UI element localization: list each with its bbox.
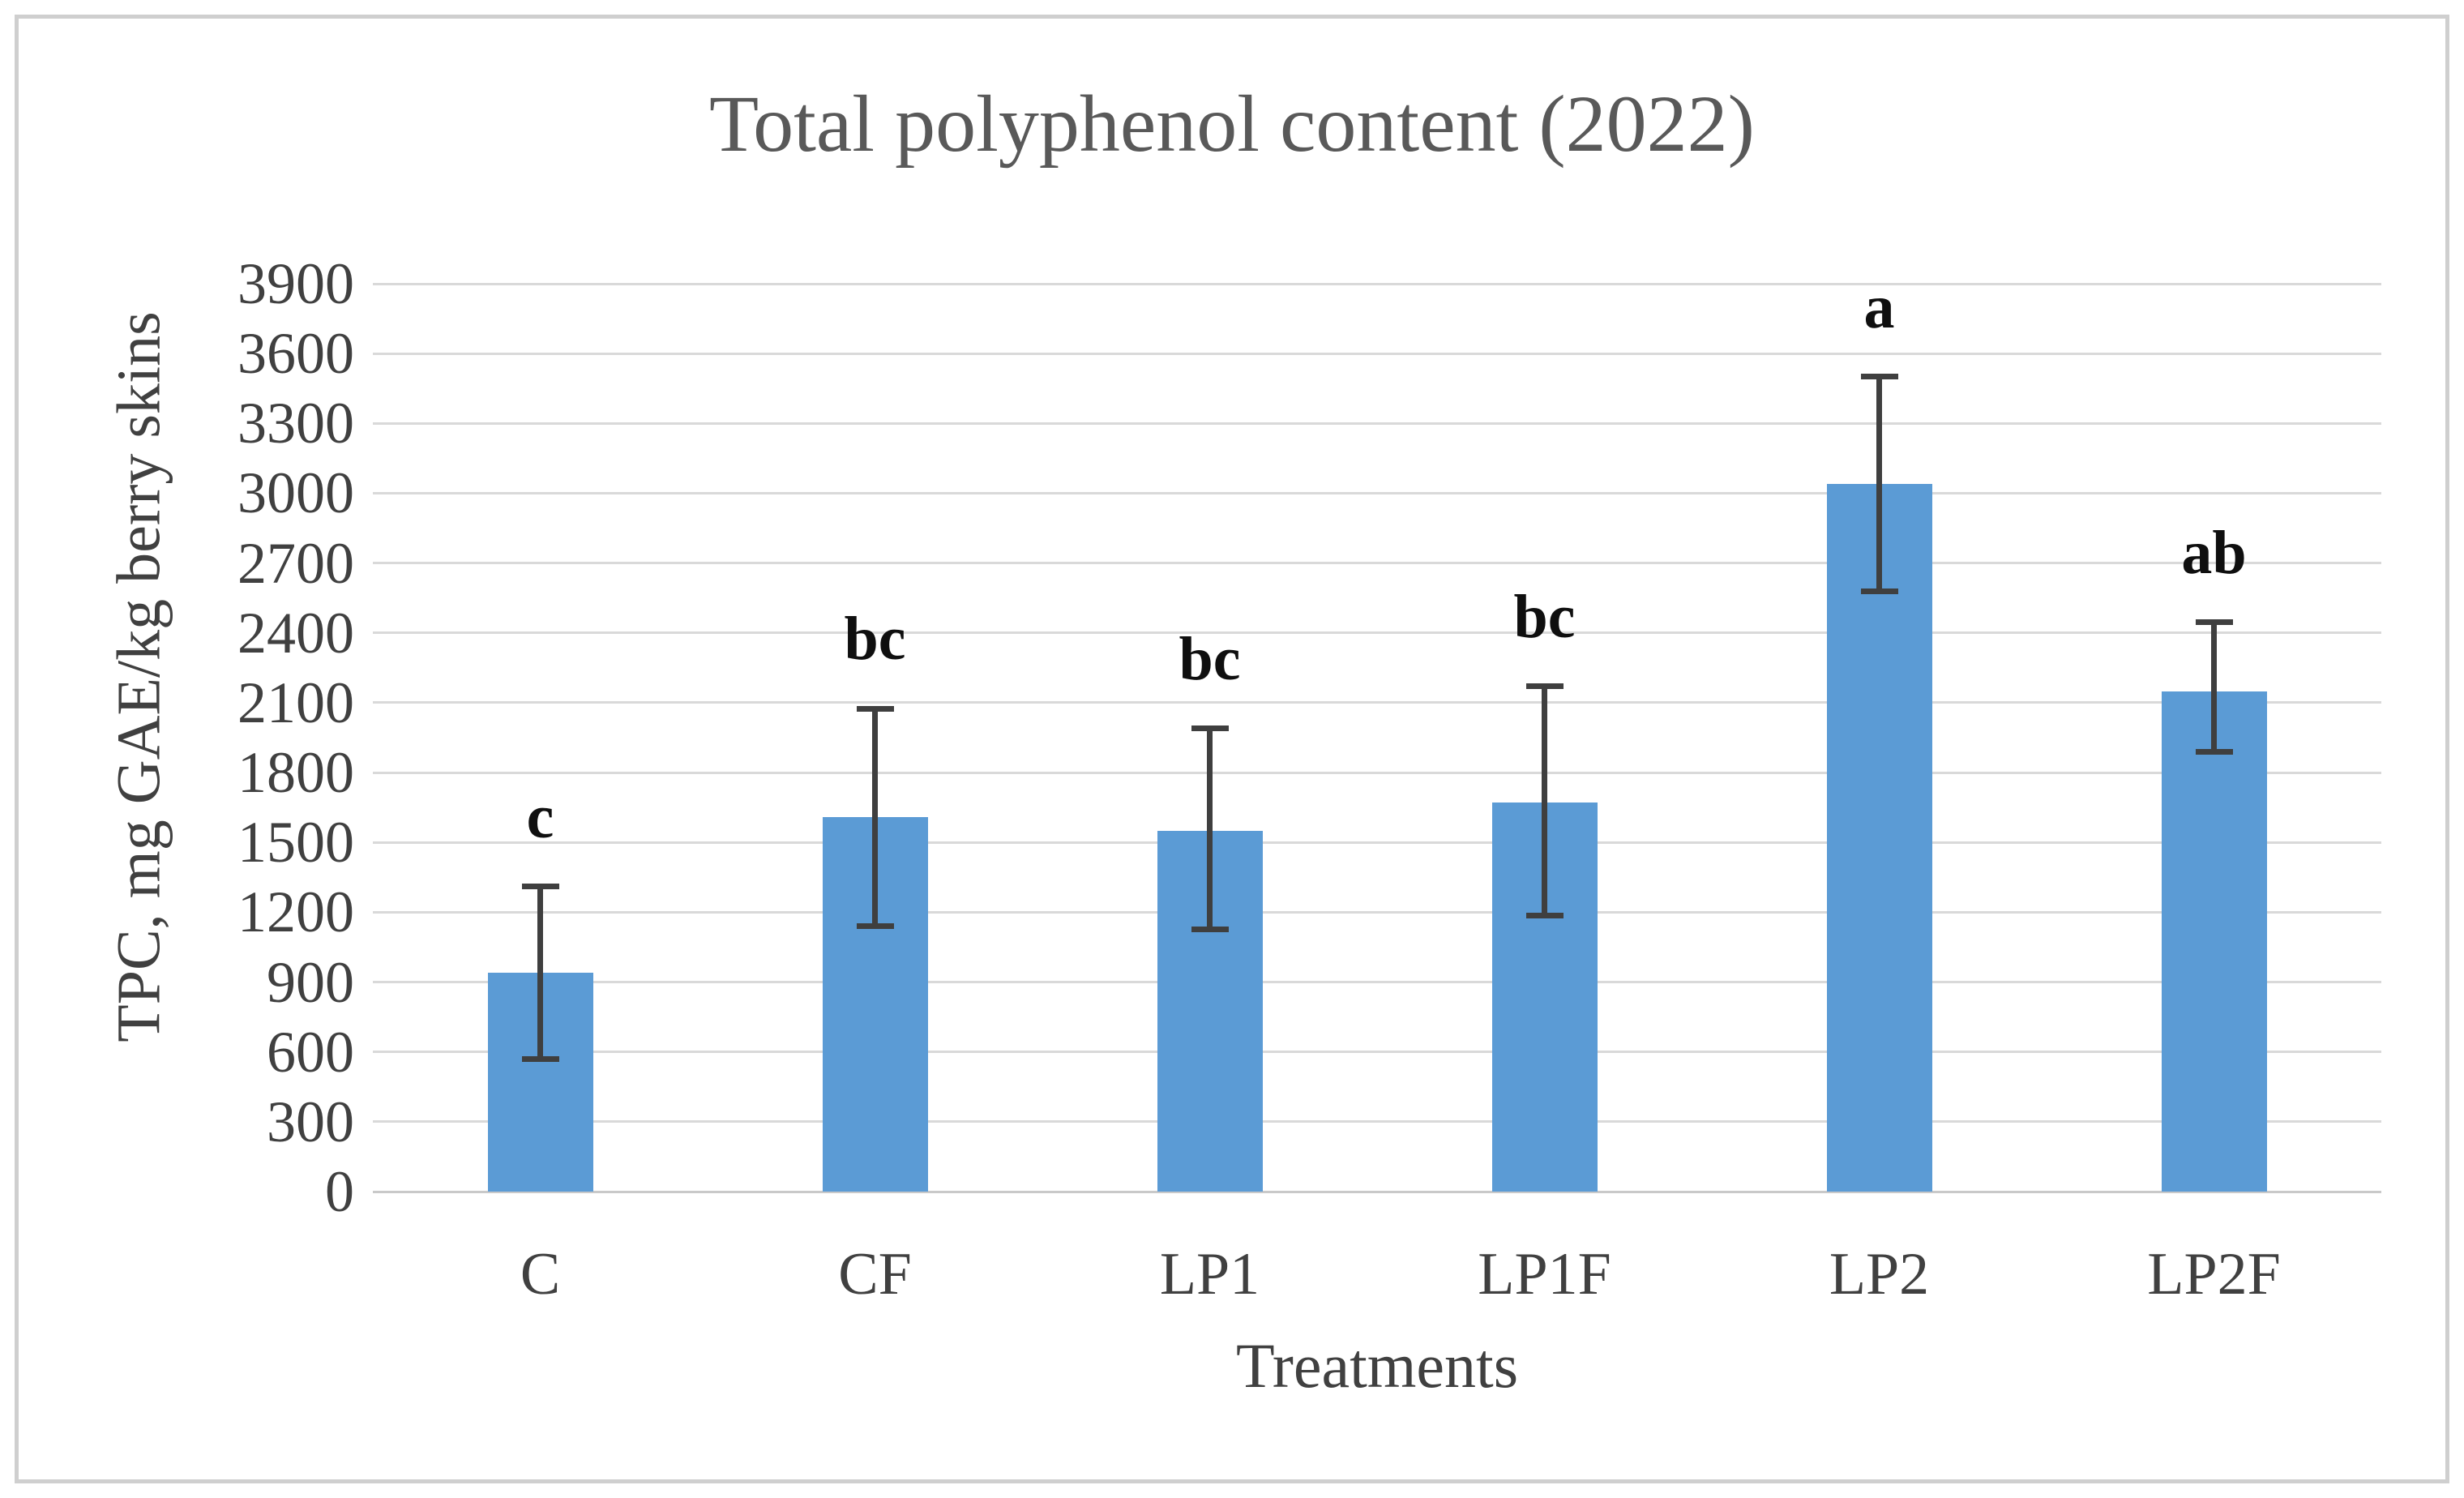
y-tick-label: 900 — [267, 949, 354, 1015]
gridline — [373, 910, 2381, 914]
chart-title: Total polyphenol content (2022) — [709, 79, 1755, 169]
error-bar-cap-top-LP1 — [1191, 725, 1229, 731]
y-tick-label: 600 — [267, 1019, 354, 1085]
y-tick-label: 1800 — [237, 740, 354, 806]
y-tick-label: 3900 — [237, 251, 354, 316]
gridline — [373, 701, 2381, 704]
y-tick-label: 3300 — [237, 391, 354, 456]
gridline — [373, 282, 2381, 285]
x-tick-label-LP1F: LP1F — [1478, 1241, 1611, 1308]
y-tick-label: 3000 — [237, 460, 354, 526]
x-tick-label-C: C — [520, 1241, 561, 1308]
error-bar-cap-top-C — [521, 884, 559, 890]
gridline — [373, 981, 2381, 984]
x-axis-line — [373, 1190, 2381, 1193]
error-bar-cap-top-LP2 — [1860, 374, 1898, 380]
significance-letter-LP1F: bc — [1513, 582, 1576, 651]
error-bar-LP1 — [1207, 728, 1213, 930]
bar-LP2 — [1826, 483, 1932, 1192]
bar-LP2F — [2161, 691, 2267, 1192]
x-axis-title: Treatments — [1235, 1330, 1519, 1401]
error-bar-LP2F — [2211, 622, 2217, 752]
y-tick-label: 300 — [267, 1089, 354, 1154]
gridline — [373, 631, 2381, 635]
significance-letter-C: c — [526, 782, 554, 851]
y-tick-label: 2100 — [237, 670, 354, 735]
y-tick-label: 1200 — [237, 880, 354, 945]
error-bar-cap-bottom-LP2 — [1860, 588, 1898, 594]
error-bar-cap-top-LP1F — [1525, 683, 1564, 690]
gridline — [373, 491, 2381, 494]
error-bar-cap-bottom-C — [521, 1055, 559, 1062]
error-bar-cap-bottom-LP1F — [1525, 913, 1564, 919]
error-bar-cap-bottom-LP1 — [1191, 927, 1229, 933]
x-tick-label-LP1: LP1 — [1159, 1241, 1260, 1308]
error-bar-cap-bottom-LP2F — [2195, 748, 2233, 755]
error-bar-LP2 — [1876, 376, 1882, 592]
gridline — [373, 841, 2381, 844]
gridline — [373, 771, 2381, 774]
gridline — [373, 352, 2381, 355]
error-bar-cap-bottom-CF — [856, 923, 894, 930]
y-tick-label: 2700 — [237, 530, 354, 596]
x-tick-label-LP2F: LP2F — [2147, 1241, 2281, 1308]
y-tick-label: 3600 — [237, 321, 354, 387]
error-bar-cap-top-CF — [856, 705, 894, 712]
gridline — [373, 1120, 2381, 1124]
y-tick-label: 0 — [325, 1159, 354, 1224]
x-tick-label-LP2: LP2 — [1829, 1241, 1930, 1308]
significance-letter-LP1: bc — [1179, 624, 1241, 693]
significance-letter-LP2F: ab — [2181, 518, 2247, 587]
error-bar-cap-top-LP2F — [2195, 619, 2233, 626]
significance-letter-LP2: a — [1863, 272, 1895, 341]
y-tick-label: 2400 — [237, 600, 354, 666]
gridline — [373, 1051, 2381, 1054]
error-bar-C — [537, 886, 543, 1059]
error-bar-LP1F — [1542, 686, 1547, 916]
x-tick-label-CF: CF — [838, 1241, 912, 1308]
gridline — [373, 422, 2381, 425]
significance-letter-CF: bc — [844, 605, 906, 674]
gridline — [373, 562, 2381, 565]
y-tick-label: 1500 — [237, 810, 354, 875]
error-bar-CF — [872, 708, 878, 927]
